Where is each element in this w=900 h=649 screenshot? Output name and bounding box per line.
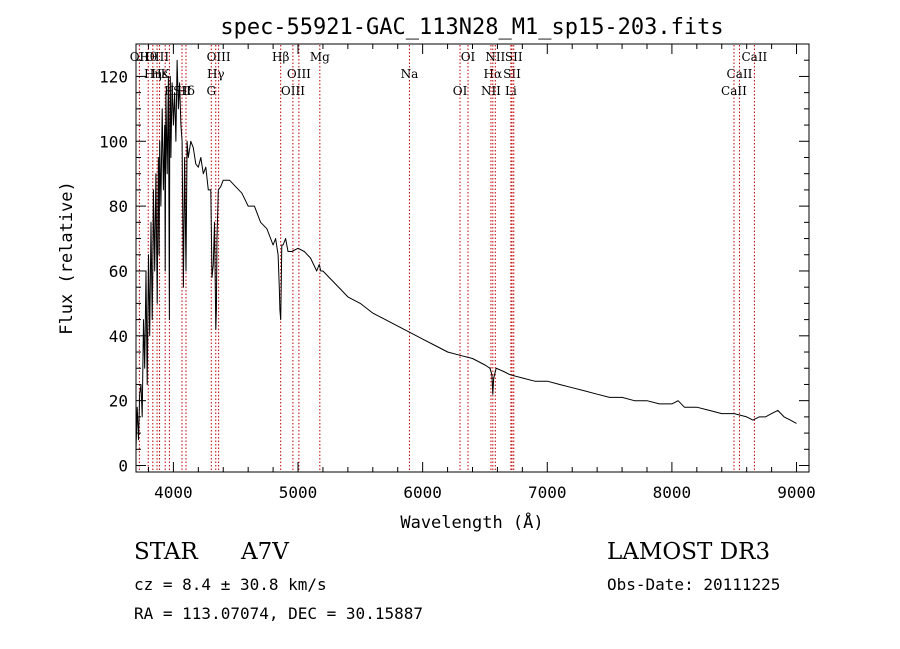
x-axis-label: Wavelength (Å)	[400, 511, 543, 533]
spectral-line-label: OI	[461, 50, 476, 64]
y-tick-label: 20	[109, 392, 128, 411]
spectral-line-label: OIII	[145, 50, 169, 64]
spectral-line-label: Hβ	[272, 50, 289, 64]
spectral-line-label: SII	[505, 50, 523, 64]
x-tick-label: 5000	[279, 483, 318, 502]
spectral-line-label: Na	[401, 67, 419, 81]
spectral-line-label: SII	[503, 67, 521, 81]
spectral-line-label: OIII	[287, 67, 311, 81]
spectral-line-label: OIII	[207, 50, 231, 64]
x-tick-label: 8000	[653, 483, 692, 502]
spectrum-line	[135, 59, 797, 450]
coordinates: RA = 113.07074, DEC = 30.15887	[134, 604, 423, 623]
y-axis-label: Flux (relative)	[57, 181, 77, 335]
spectral-line-label: CaII	[727, 67, 753, 81]
spectral-line-label: OIII	[281, 84, 305, 98]
x-tick-label: 9000	[777, 483, 816, 502]
spectral-line-label: H	[164, 84, 174, 98]
y-tick-label: 0	[118, 457, 128, 476]
x-tick-label: 4000	[154, 483, 193, 502]
spectral-line-label: Li	[505, 84, 517, 98]
spectral-line-label: Hη	[144, 67, 162, 81]
spectral-line-label: Mg	[310, 50, 330, 64]
spectral-line-label: Hε	[151, 67, 168, 81]
spectral-line-label: CaII	[741, 50, 767, 64]
spectral-line-label: OI	[453, 84, 468, 98]
y-tick-label: 40	[109, 327, 128, 346]
spectral-line-label: G	[206, 84, 216, 98]
spectral-line-label: Hγ	[207, 67, 225, 81]
survey-name: LAMOST DR3	[607, 539, 771, 565]
object-class: STAR	[134, 539, 198, 565]
spectral-line-label: NII	[485, 50, 505, 64]
spectral-line-label: SII	[173, 84, 191, 98]
x-tick-label: 7000	[528, 483, 567, 502]
axes	[135, 43, 810, 473]
y-tick-label: 80	[109, 197, 128, 216]
spectral-line-label: Hα	[484, 67, 503, 81]
object-subclass: A7V	[241, 539, 289, 565]
redshift-velocity: cz = 8.4 ± 30.8 km/s	[134, 575, 327, 594]
observation-date: Obs-Date: 20111225	[607, 575, 781, 594]
y-tick-label: 100	[99, 132, 128, 151]
emission-line-markers: HθKHδOIIHεSIIOIIIHηHOIIIHγGHβOIIIOIIIMgN…	[130, 45, 768, 471]
spectrum-series	[135, 59, 797, 450]
plot-frame	[135, 43, 810, 473]
spectral-line-label: CaII	[721, 84, 747, 98]
spectral-line-label: NII	[481, 84, 501, 98]
x-tick-label: 6000	[403, 483, 442, 502]
axis-ticks: 4000 5000 6000 7000 8000 9000 0 20 40 60 80 100 120	[99, 44, 816, 502]
spectral-line-label: K	[161, 67, 171, 81]
chart-title: spec-55921-GAC_113N28_M1_sp15-203.fits	[220, 15, 723, 40]
y-tick-label: 60	[109, 262, 128, 281]
spectral-line-label: OII	[130, 50, 150, 64]
y-tick-label: 120	[99, 67, 128, 86]
